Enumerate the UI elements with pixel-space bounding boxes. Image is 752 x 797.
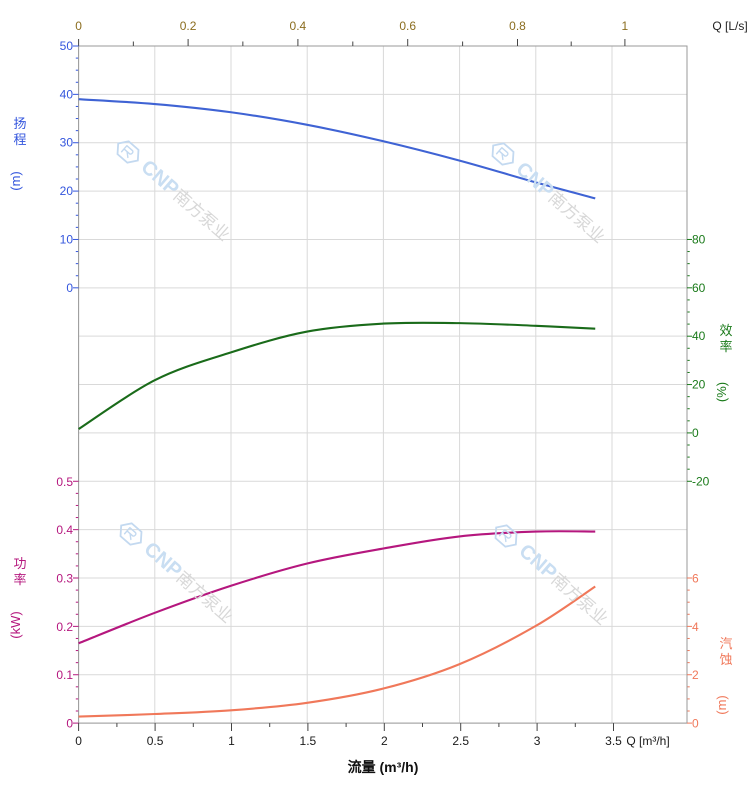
- svg-text:30: 30: [60, 136, 74, 150]
- svg-text:-20: -20: [692, 474, 710, 488]
- svg-text:60: 60: [692, 281, 706, 295]
- svg-text:10: 10: [60, 233, 74, 247]
- svg-text:1: 1: [622, 19, 629, 33]
- svg-text:0.3: 0.3: [56, 572, 73, 586]
- svg-text:0.5: 0.5: [147, 734, 164, 748]
- svg-text:蚀: 蚀: [719, 652, 732, 667]
- svg-text:50: 50: [60, 39, 74, 53]
- svg-text:1.5: 1.5: [300, 734, 317, 748]
- svg-text:汽: 汽: [719, 636, 732, 651]
- svg-text:(kW): (kW): [8, 611, 23, 638]
- svg-text:2: 2: [381, 734, 388, 748]
- svg-text:0.5: 0.5: [56, 475, 73, 489]
- svg-text:0.8: 0.8: [509, 19, 526, 33]
- svg-text:4: 4: [692, 620, 699, 634]
- svg-text:功: 功: [13, 556, 26, 571]
- svg-text:(%): (%): [714, 382, 729, 402]
- svg-text:程: 程: [13, 132, 26, 147]
- svg-text:0.2: 0.2: [180, 19, 197, 33]
- svg-text:0.1: 0.1: [56, 668, 73, 682]
- svg-text:0: 0: [692, 717, 699, 731]
- svg-text:(m): (m): [8, 171, 23, 191]
- svg-text:1: 1: [228, 734, 235, 748]
- svg-text:40: 40: [60, 87, 74, 101]
- svg-text:0.6: 0.6: [399, 19, 416, 33]
- svg-text:0: 0: [66, 717, 73, 731]
- svg-text:20: 20: [692, 378, 706, 392]
- svg-text:0.4: 0.4: [56, 523, 73, 537]
- svg-text:2: 2: [692, 668, 699, 682]
- svg-text:0.2: 0.2: [56, 620, 73, 634]
- svg-text:0: 0: [75, 734, 82, 748]
- svg-text:效: 效: [719, 323, 732, 338]
- svg-text:0: 0: [75, 19, 82, 33]
- svg-text:流量 (m³/h): 流量 (m³/h): [348, 759, 419, 775]
- svg-text:3.5: 3.5: [605, 734, 622, 748]
- svg-text:0: 0: [66, 281, 73, 295]
- svg-text:Q [m³/h]: Q [m³/h]: [626, 734, 669, 748]
- svg-text:6: 6: [692, 572, 699, 586]
- svg-text:0.4: 0.4: [290, 19, 307, 33]
- svg-text:(m): (m): [714, 695, 729, 715]
- svg-text:0: 0: [692, 426, 699, 440]
- svg-text:40: 40: [692, 329, 706, 343]
- svg-text:率: 率: [13, 572, 26, 587]
- svg-text:3: 3: [534, 734, 541, 748]
- svg-text:扬: 扬: [13, 116, 26, 131]
- svg-text:20: 20: [60, 184, 74, 198]
- svg-text:2.5: 2.5: [452, 734, 469, 748]
- svg-text:Q [L/s]: Q [L/s]: [712, 19, 747, 33]
- svg-text:80: 80: [692, 233, 706, 247]
- svg-text:率: 率: [719, 339, 732, 354]
